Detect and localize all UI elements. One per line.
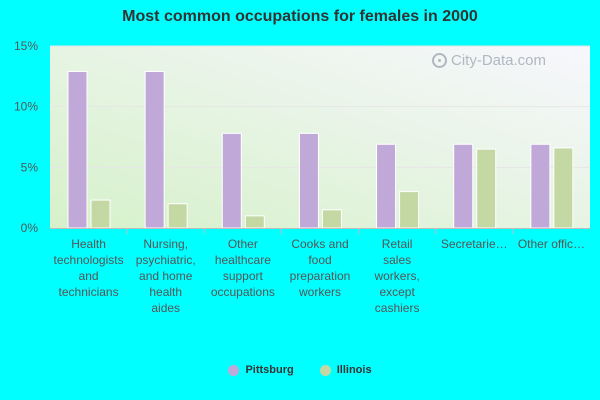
x-tick-label-line: technologists [54,253,124,267]
bar-pittsburg-1 [144,70,165,229]
bar-illinois-1 [167,203,188,229]
x-tick-label-line: sales [383,253,411,267]
bar-illinois-3 [321,209,342,229]
plot-area [50,46,590,228]
x-tick-label: Cooks and food preparation workers [290,237,351,299]
x-tick-label-line: occupations [211,285,275,299]
legend-swatch-pittsburg [228,364,240,376]
watermark-text: City-Data.com [451,52,547,69]
bar-pittsburg-2 [221,132,242,229]
x-tick-label-line: Secretarie… [441,237,508,251]
x-tick-label: Other offic… [518,237,585,251]
x-tick-label-line: and [79,269,99,283]
x-tick-label-line: Other [228,237,258,251]
bar-illinois-2 [244,215,265,229]
x-tick-label-line: workers [298,285,341,299]
y-tick-label: 5% [21,160,39,174]
x-tick-label-line: psychiatric, [136,253,196,267]
x-tick-label-line: and home [139,269,193,283]
x-tick-label: Secretarie… [441,237,508,251]
x-tick-label-line: healthcare [215,253,271,267]
bar-pittsburg-0 [67,70,88,229]
watermark: City-Data.com [432,52,546,69]
bar-illinois-5 [476,148,497,229]
bar-pittsburg-3 [298,132,319,229]
x-tick-label-line: cashiers [375,301,420,315]
x-tick-label: Nursing, psychiatric, and home health aides [136,237,196,315]
x-tick-label-line: preparation [290,269,351,283]
x-tick-label-line: Cooks and [291,237,348,251]
x-tick-label-line: Other offic… [518,237,585,251]
bar-pittsburg-4 [376,143,397,229]
bar-illinois-6 [553,147,574,229]
legend-swatch-illinois [319,364,331,376]
legend-item-illinois: Illinois [319,364,372,376]
chart-title: Most common occupations for females in 2… [122,8,478,25]
x-tick-label: Retail sales workers, except cashiers [373,237,419,315]
legend-label-pittsburg: Pittsburg [245,364,294,376]
x-tick-label-line: Retail [382,237,413,251]
x-tick-label-line: aides [151,301,180,315]
x-tick-label: Health technologists and technicians [54,237,124,299]
x-tick-label-line: technicians [59,285,119,299]
legend-label-illinois: Illinois [336,364,372,376]
legend: Pittsburg Illinois [0,364,600,376]
x-tick-label-line: Health [71,237,106,251]
x-tick-label-line: Nursing, [143,237,188,251]
bar-pittsburg-6 [530,143,551,229]
x-tick-label-line: support [223,269,264,283]
legend-item-pittsburg: Pittsburg [228,364,294,376]
bar-illinois-0 [90,199,111,229]
bar-illinois-4 [399,191,420,229]
y-tick-label: 10% [14,100,38,114]
city-data-logo-icon [432,53,447,68]
x-tick-label-line: except [379,285,415,299]
x-tick-label-line: food [308,253,331,267]
x-tick-label-line: workers, [373,269,419,283]
x-tick-label-line: health [149,285,182,299]
x-tick-label: Other healthcare support occupations [211,237,275,299]
y-tick-label: 15% [14,39,38,53]
bar-pittsburg-5 [453,143,474,229]
y-tick-label: 0% [21,221,39,235]
